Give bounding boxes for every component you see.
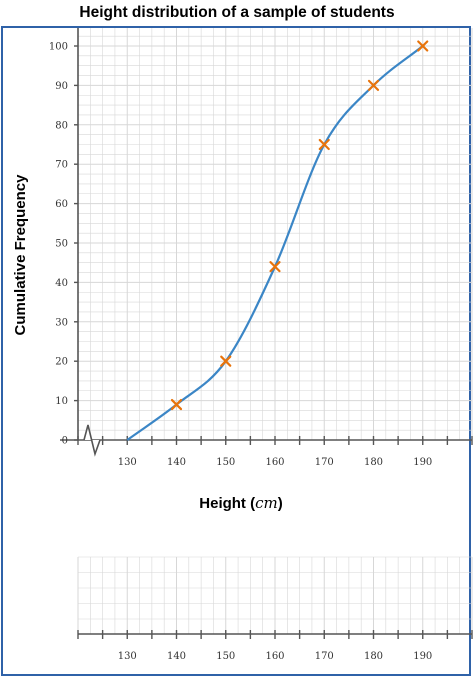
marker-stroke [220,355,232,367]
chart-frame [1,26,471,676]
y-tick-label: 100 [49,42,68,53]
marker-stroke [269,261,281,273]
marker-stroke [318,138,330,151]
y-tick-label: 40 [55,278,68,289]
data-point-marker [417,40,429,52]
x-axis-unit: cm [255,494,278,512]
y-tick-label: 50 [55,239,68,250]
x-tick-label: 160 [265,457,284,468]
x-tick-label: 140 [167,457,186,468]
lower-tick-label: 150 [216,651,235,662]
y-tick-label: 0 [62,436,68,447]
x-tick-label: 170 [315,457,334,468]
chart-title: Height distribution of a sample of stude… [79,4,395,21]
x-tick-label: 150 [216,457,235,468]
data-point-marker [367,79,380,92]
lower-tick-label: 160 [265,651,284,662]
y-tick-label: 20 [55,357,68,368]
marker-stroke [170,398,183,411]
data-markers [170,40,429,411]
data-point-marker [220,355,232,367]
data-point-marker [269,261,281,273]
y-tick-label: 80 [55,120,68,131]
axis-break [83,424,101,457]
lower-tick-label: 180 [364,651,383,662]
y-tick-label: 30 [55,317,68,328]
y-tick-label: 70 [55,160,68,171]
lower-tick-label: 190 [413,651,432,662]
tick-labels: 0 10 20 30 40 50 60 70 80 90 100 130 140 150 160 170 180… [49,42,432,469]
lower-tick-label: 140 [167,651,186,662]
y-tick-label: 10 [55,396,68,407]
y-tick-label: 60 [55,199,68,210]
lower-tick-label: 130 [118,651,137,662]
grid [77,28,473,441]
x-tick-label: 190 [413,457,432,468]
data-point-marker [318,138,330,151]
x-tick-label: 180 [364,457,383,468]
x-axis-label-text: Height [199,495,246,512]
data-point-marker [170,398,183,411]
lower-number-line: 130 140 150 160 170 180 190 [77,556,473,662]
y-tick-label: 90 [55,81,68,92]
marker-stroke [417,40,429,52]
x-tick-label: 130 [118,457,137,468]
x-axis-label: Height (cm) [199,494,282,512]
marker-stroke [367,79,380,92]
lower-tick-label: 170 [315,651,334,662]
y-axis-label: Cumulative Frequency [12,174,29,336]
